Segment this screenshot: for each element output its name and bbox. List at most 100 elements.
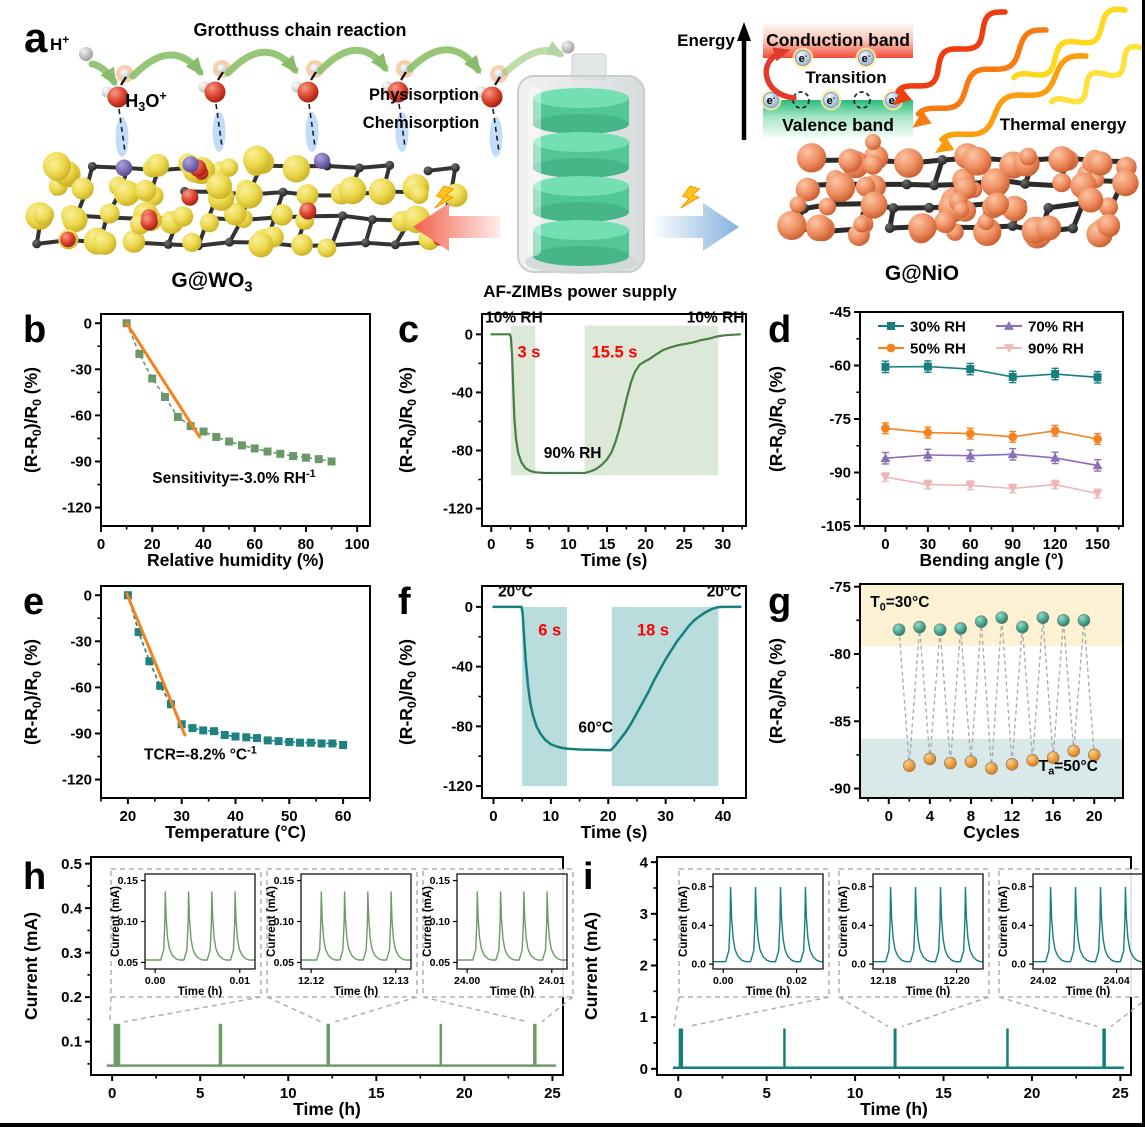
right-power-arrow [652,203,739,251]
chart-h: 0 5 10 15 20 25 0.1 0.2 0.3 0.4 0.5 Time (h) Current… [21,856,574,1119]
energy-axis-arrowhead [737,22,751,41]
plot-frame [859,311,1124,527]
adsorption-glow [115,117,129,157]
y-tick-label: -40 [451,659,473,676]
x-tick-label: 0.02 [786,975,807,987]
axes: 0 10 20 30 40 0 -40 -80 -120 [443,599,731,825]
panel-a-schematic: a H+ Grotthuss chain reaction H3O+ Physisorp… [24,6,1142,301]
series-peaks [713,886,823,963]
annotation: 15.5 s [592,344,638,362]
plot-frame [859,583,1124,799]
proton-hop-arrow [129,51,204,80]
x-tick-label: 0 [487,536,495,553]
panel-letter: e [23,581,44,623]
current-spike [533,1023,537,1066]
inset-box [266,868,418,998]
oxygen-atom [481,86,503,108]
chart-g: 0 4 8 12 16 20 -75 -80 -85 -90 T0=30°C Ta=50°C Cycle… [766,579,1124,842]
y-tick-label: -90 [70,726,92,743]
series-90-rh [880,472,1103,499]
legend-label: 50% RH [910,341,966,358]
x-tick-label: 0.00 [713,975,734,987]
gnio-lattice [777,134,1139,249]
y-axis-label: Current (mA) [581,912,601,1020]
y-tick-label: -80 [451,718,473,735]
x-tick-label: 40 [715,808,732,825]
axes: 0.00 0.02 0.0 0.4 0.8 [691,881,807,987]
panel-g-cycling-stability-chart: 0 4 8 12 16 20 -75 -80 -85 -90 T0=30°C Ta=50°C Cycle… [766,579,1124,842]
plot-frame [300,873,412,970]
x-tick-label: 25 [1112,1085,1129,1102]
x-tick-label: 60 [335,808,352,825]
thermal-wave-arrow [1010,6,1128,81]
y-tick-label: 0 [640,1061,648,1078]
x-tick-label: 150 [1085,536,1110,553]
axes: 0 30 60 90 120 150 -45 -60 -75 -90 -105 [821,304,1120,553]
x-tick-label: 100 [345,536,370,553]
plot-frame [144,873,256,970]
x-tick-label: 25 [544,1085,561,1102]
panel-letter: i [583,856,594,898]
y-tick-label: 0.10 [118,916,139,928]
y-tick-label: 0.3 [61,945,82,962]
oxygen-atom [297,81,319,103]
x-tick-label: 10 [280,1085,297,1102]
chart-e: 20 30 40 50 60 0 -30 -60 -90 -120 TCR=-8.2% °C-1 Te… [21,581,371,842]
panel-letter: c [398,309,419,351]
series-cycling-current [106,1023,556,1067]
annotation: T0=30°C [870,594,929,613]
x-tick-label: 120 [1043,536,1068,553]
current-spike [893,1028,897,1068]
y-tick-label: 0.05 [118,957,139,969]
y-tick-label: 0.10 [430,916,451,928]
annotation: Ta=50°C [1039,758,1098,777]
x-tick-label: 24.04 [1103,975,1129,987]
annotation: 60°C [578,719,613,736]
plot-frame [100,585,371,799]
chart-inset: 12.18 12.20 0.0 0.4 0.8 Time (h) Current (mA) [838,873,984,998]
x-axis-label: Temperature (°C) [165,822,306,842]
x-tick-label: 90 [1004,536,1021,553]
x-tick-label: 12.18 [870,975,896,987]
chart-inset: 0.00 0.02 0.0 0.4 0.8 Time (h) Current (mA) [678,873,824,998]
y-tick-label: -90 [829,465,851,482]
electron-icon [858,50,874,66]
x-tick-label: 0 [885,808,893,825]
x-axis-label: Time (h) [860,1099,928,1119]
y-tick-label: 0.2 [61,989,82,1006]
hydronium-chain [79,40,575,157]
y-axis-label: (R-R0)/R0 (%) [21,367,44,473]
x-tick-label: 15 [368,1085,385,1102]
oxygen-atom [107,86,129,108]
y-tick-label: 0.0 [1011,959,1026,971]
inset-connector [422,996,574,1023]
electron-label: e- [767,93,776,107]
chain-reaction-label: Grotthuss chain reaction [193,20,406,40]
y-tick-label: 1 [640,1009,648,1026]
axes: 12.12 12.13 0.05 0.10 0.15 [274,875,410,987]
plot-frame [481,313,747,527]
valence-band-label: Valence band [782,115,894,135]
band-diagram: Energy Conduction band Valence band e-e-e-e… [677,22,913,140]
series-ta-50c-points [903,744,1101,775]
x-tick-label: 20 [1086,808,1103,825]
x-tick-label: 0 [108,1085,116,1102]
axes: 0.00 0.01 0.05 0.10 0.15 [118,875,251,987]
x-axis-label: Time (h) [906,986,951,998]
chart-b: 0 20 40 60 80 100 0 -30 -60 -90 -120 Sensitivity=-3… [21,309,371,570]
adsorption-glow [305,112,319,152]
y-tick-label: 0.0 [851,959,866,971]
x-tick-label: 0 [489,808,497,825]
x-axis-label: Time (s) [581,822,648,842]
x-axis-label: Cycles [963,822,1020,842]
current-spike [218,1023,223,1066]
thermal-wave-arrow [915,27,1049,117]
inset-connector [998,996,1142,1028]
chemisorption-label: Chemisorption [363,114,479,132]
hydrogen-bond [492,108,500,153]
panel-h-long-term-current-chart: 0 5 10 15 20 25 0.1 0.2 0.3 0.4 0.5 Time (h) Current… [21,856,574,1119]
gnio-label: G@NiO [885,262,959,285]
inset-box [422,868,574,998]
panel-c-humidity-response-time-chart: 0 5 10 15 20 25 30 0 -40 -80 -120 10% RH 10% RH 3 s 15… [396,309,747,570]
